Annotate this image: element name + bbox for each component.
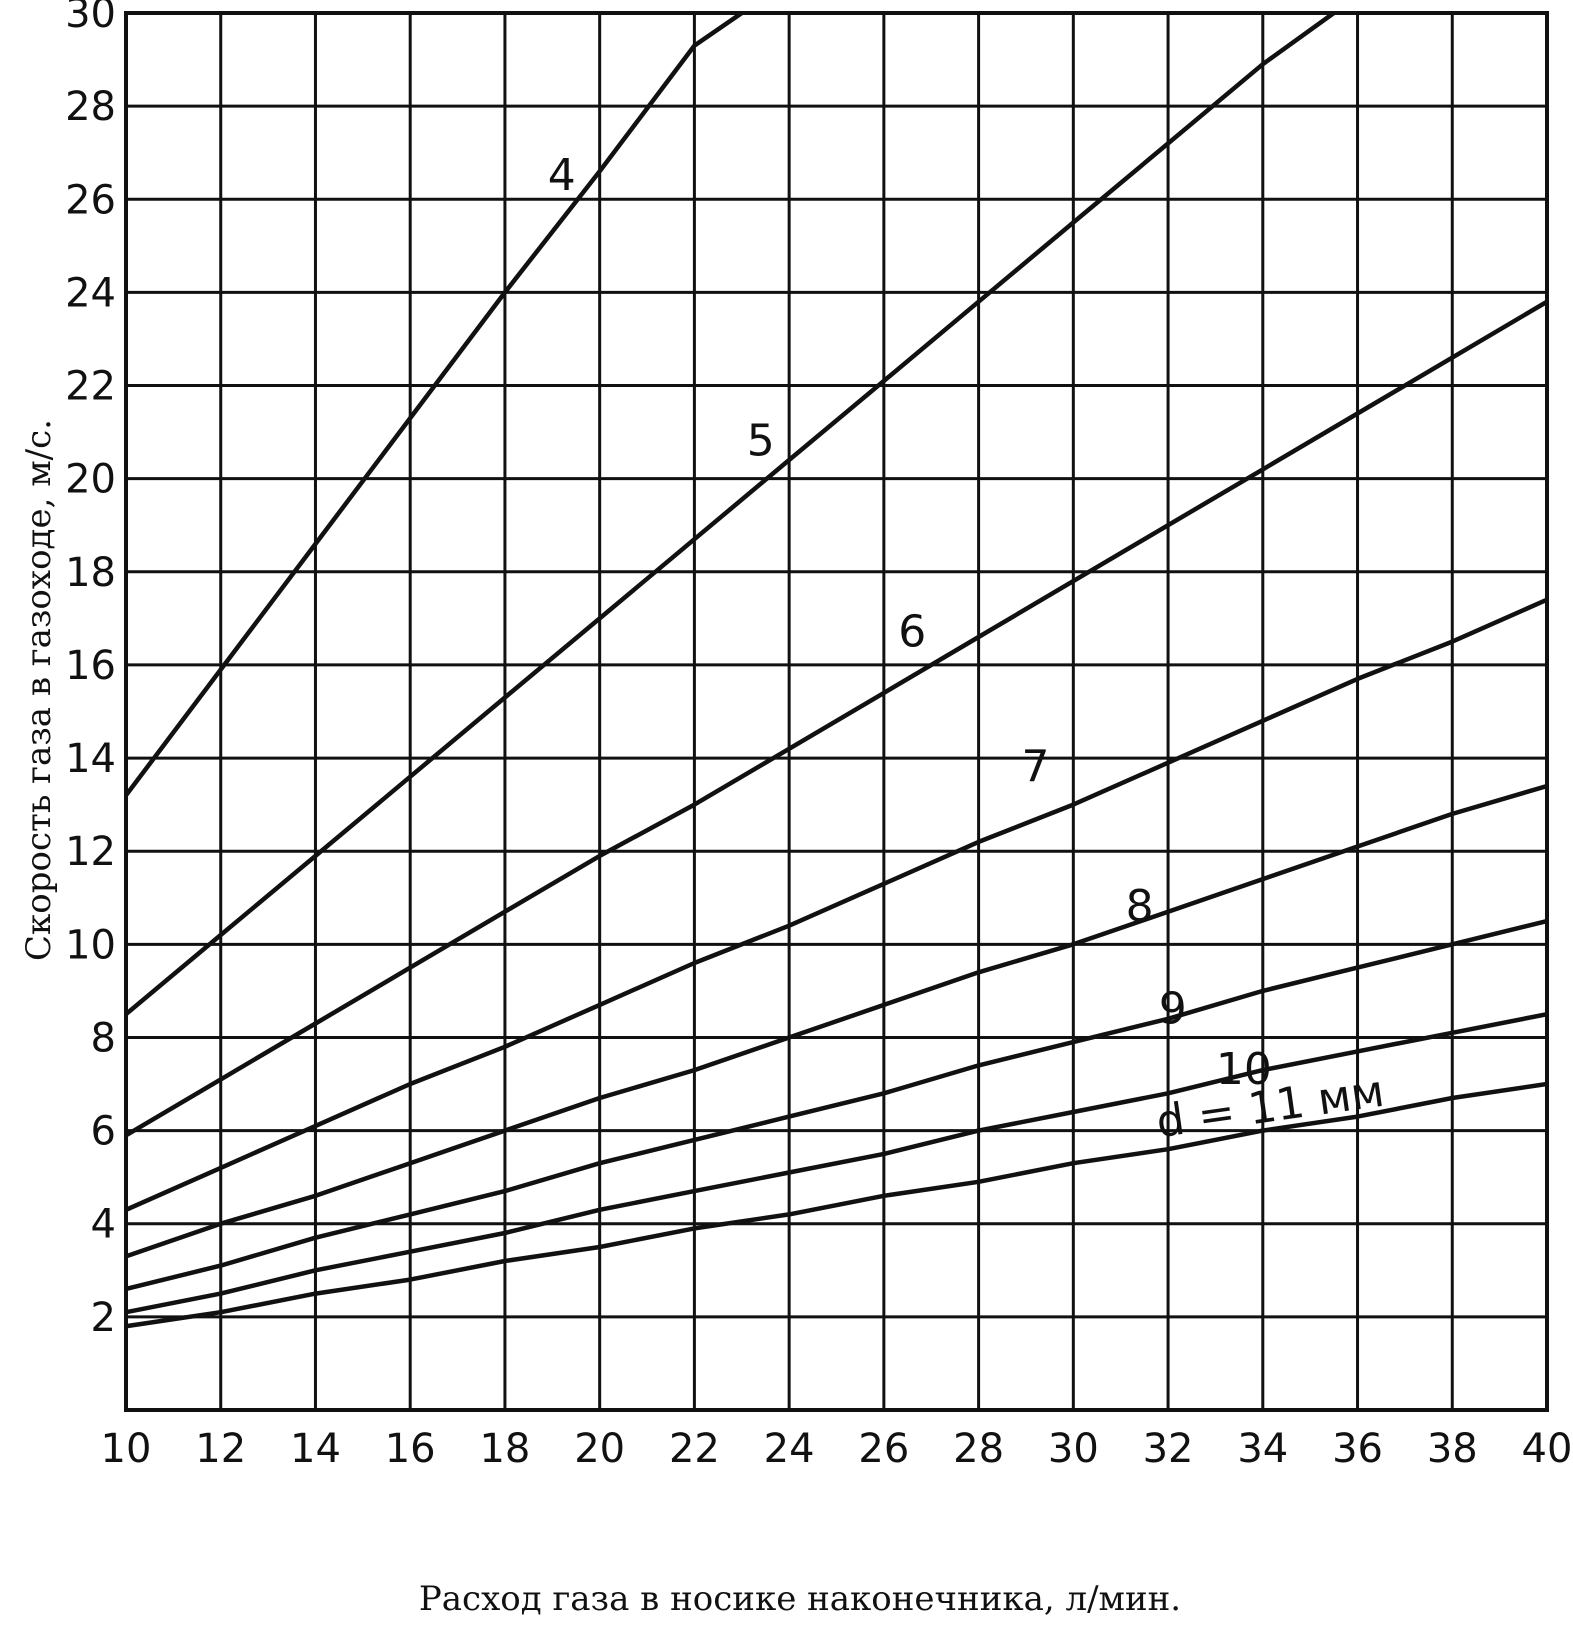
x-tick-label: 34 bbox=[1237, 1426, 1288, 1472]
y-tick-label: 4 bbox=[91, 1202, 116, 1248]
curve-label: 4 bbox=[548, 150, 576, 201]
curve-label: 7 bbox=[1021, 741, 1049, 792]
y-tick-label: 28 bbox=[65, 84, 116, 130]
curve-label: 5 bbox=[747, 415, 775, 466]
x-tick-label: 38 bbox=[1427, 1426, 1478, 1472]
y-tick-label: 18 bbox=[65, 550, 116, 596]
curve-label: 10 bbox=[1216, 1044, 1272, 1095]
x-tick-label: 20 bbox=[574, 1426, 625, 1472]
x-tick-label: 30 bbox=[1048, 1426, 1099, 1472]
y-axis-title: Скорость газа в газоходе, м/с. bbox=[19, 419, 59, 961]
series-line-6 bbox=[126, 918, 1547, 1292]
series-line-1 bbox=[126, 13, 745, 798]
y-tick-label: 14 bbox=[65, 736, 116, 782]
y-tick-label: 24 bbox=[65, 270, 116, 316]
x-tick-label: 32 bbox=[1143, 1426, 1194, 1472]
x-tick-label: 40 bbox=[1522, 1426, 1573, 1472]
x-tick-label: 10 bbox=[101, 1426, 152, 1472]
x-tick-label: 28 bbox=[953, 1426, 1004, 1472]
x-tick-label: 16 bbox=[385, 1426, 436, 1472]
grid bbox=[124, 11, 1549, 1410]
y-tick-label: 8 bbox=[91, 1015, 116, 1061]
y-tick-label: 10 bbox=[65, 922, 116, 968]
x-tick-label: 22 bbox=[669, 1426, 720, 1472]
curves bbox=[126, 13, 1547, 1329]
x-axis-ticks: 10 12 14 16 18 20 22 24 26 28 30 32 34 36 38 40 bbox=[101, 1426, 1573, 1472]
x-tick-label: 14 bbox=[290, 1426, 341, 1472]
x-tick-label: 12 bbox=[195, 1426, 246, 1472]
curve-label: 6 bbox=[898, 606, 926, 657]
series-line-2 bbox=[126, 13, 1337, 1017]
x-tick-label: 36 bbox=[1332, 1426, 1383, 1472]
y-tick-label: 2 bbox=[91, 1295, 116, 1341]
series-line-7 bbox=[126, 1011, 1547, 1315]
y-tick-label: 20 bbox=[65, 457, 116, 503]
x-tick-label: 24 bbox=[764, 1426, 815, 1472]
plot-frame bbox=[124, 11, 1549, 1412]
y-tick-label: 16 bbox=[65, 643, 116, 689]
x-tick-label: 26 bbox=[858, 1426, 909, 1472]
series-line-5 bbox=[126, 783, 1547, 1259]
x-axis-title: Расход газа в носике наконечника, л/мин. bbox=[419, 1579, 1181, 1619]
curve-label: 8 bbox=[1126, 881, 1154, 932]
series-line-3 bbox=[126, 299, 1547, 1138]
y-tick-label: 22 bbox=[65, 364, 116, 410]
y-tick-label: 6 bbox=[91, 1109, 116, 1155]
y-tick-label: 30 bbox=[65, 0, 116, 37]
x-tick-label: 18 bbox=[479, 1426, 530, 1472]
y-tick-label: 12 bbox=[65, 829, 116, 875]
series-line-8 bbox=[126, 1081, 1547, 1329]
curve-label: 9 bbox=[1159, 983, 1187, 1034]
series-line-4 bbox=[126, 597, 1547, 1213]
y-tick-label: 26 bbox=[65, 177, 116, 223]
